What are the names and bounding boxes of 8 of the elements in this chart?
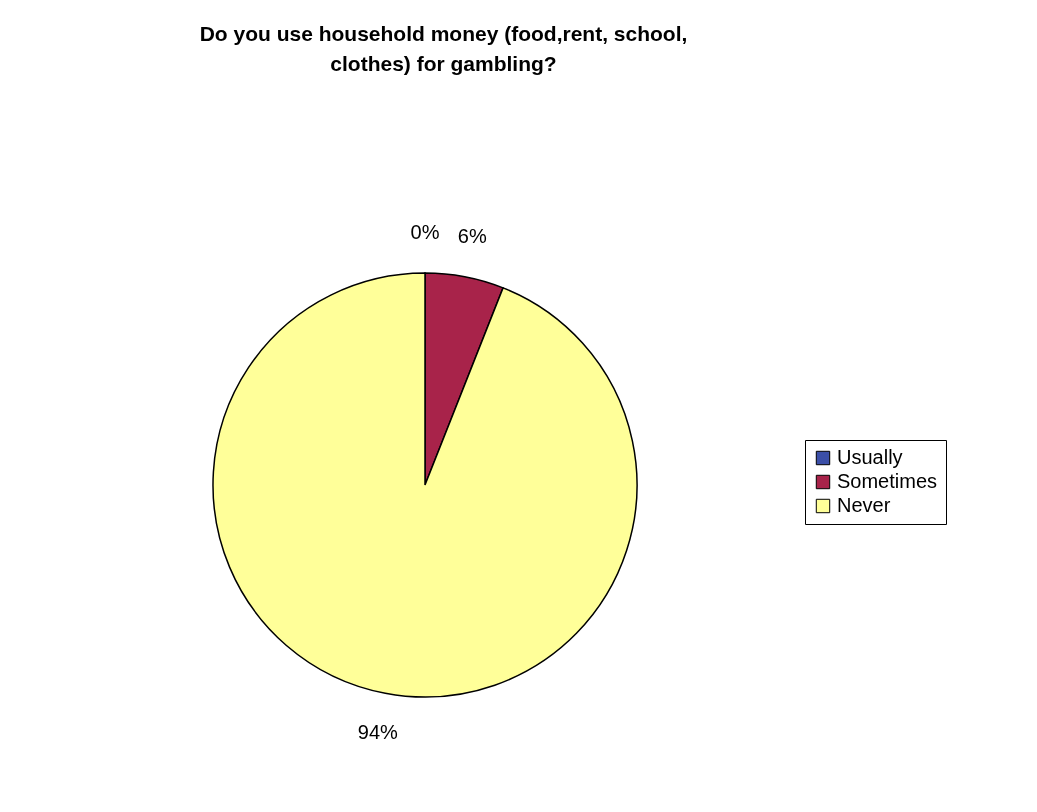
chart-title: Do you use household money (food,rent, school, clothes) for gambling? <box>199 22 688 75</box>
data-label: 94% <box>357 720 399 743</box>
text: 0% <box>410 221 440 243</box>
legend-label: Never <box>837 494 891 516</box>
data-label: 6% <box>457 225 487 248</box>
legend-label: Usually <box>837 446 903 468</box>
pie-slice <box>212 272 638 698</box>
legend-label: Sometimes <box>837 470 938 492</box>
